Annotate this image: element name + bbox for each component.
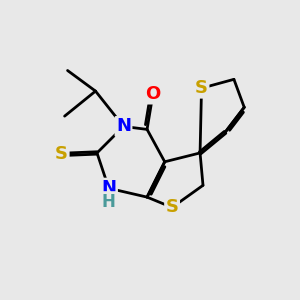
Text: N: N bbox=[101, 179, 116, 197]
Text: N: N bbox=[101, 179, 116, 197]
Text: O: O bbox=[145, 85, 160, 103]
Text: N: N bbox=[116, 117, 131, 135]
Text: H: H bbox=[102, 193, 116, 211]
Text: S: S bbox=[55, 146, 68, 164]
Text: S: S bbox=[195, 79, 208, 97]
Text: S: S bbox=[166, 198, 178, 216]
